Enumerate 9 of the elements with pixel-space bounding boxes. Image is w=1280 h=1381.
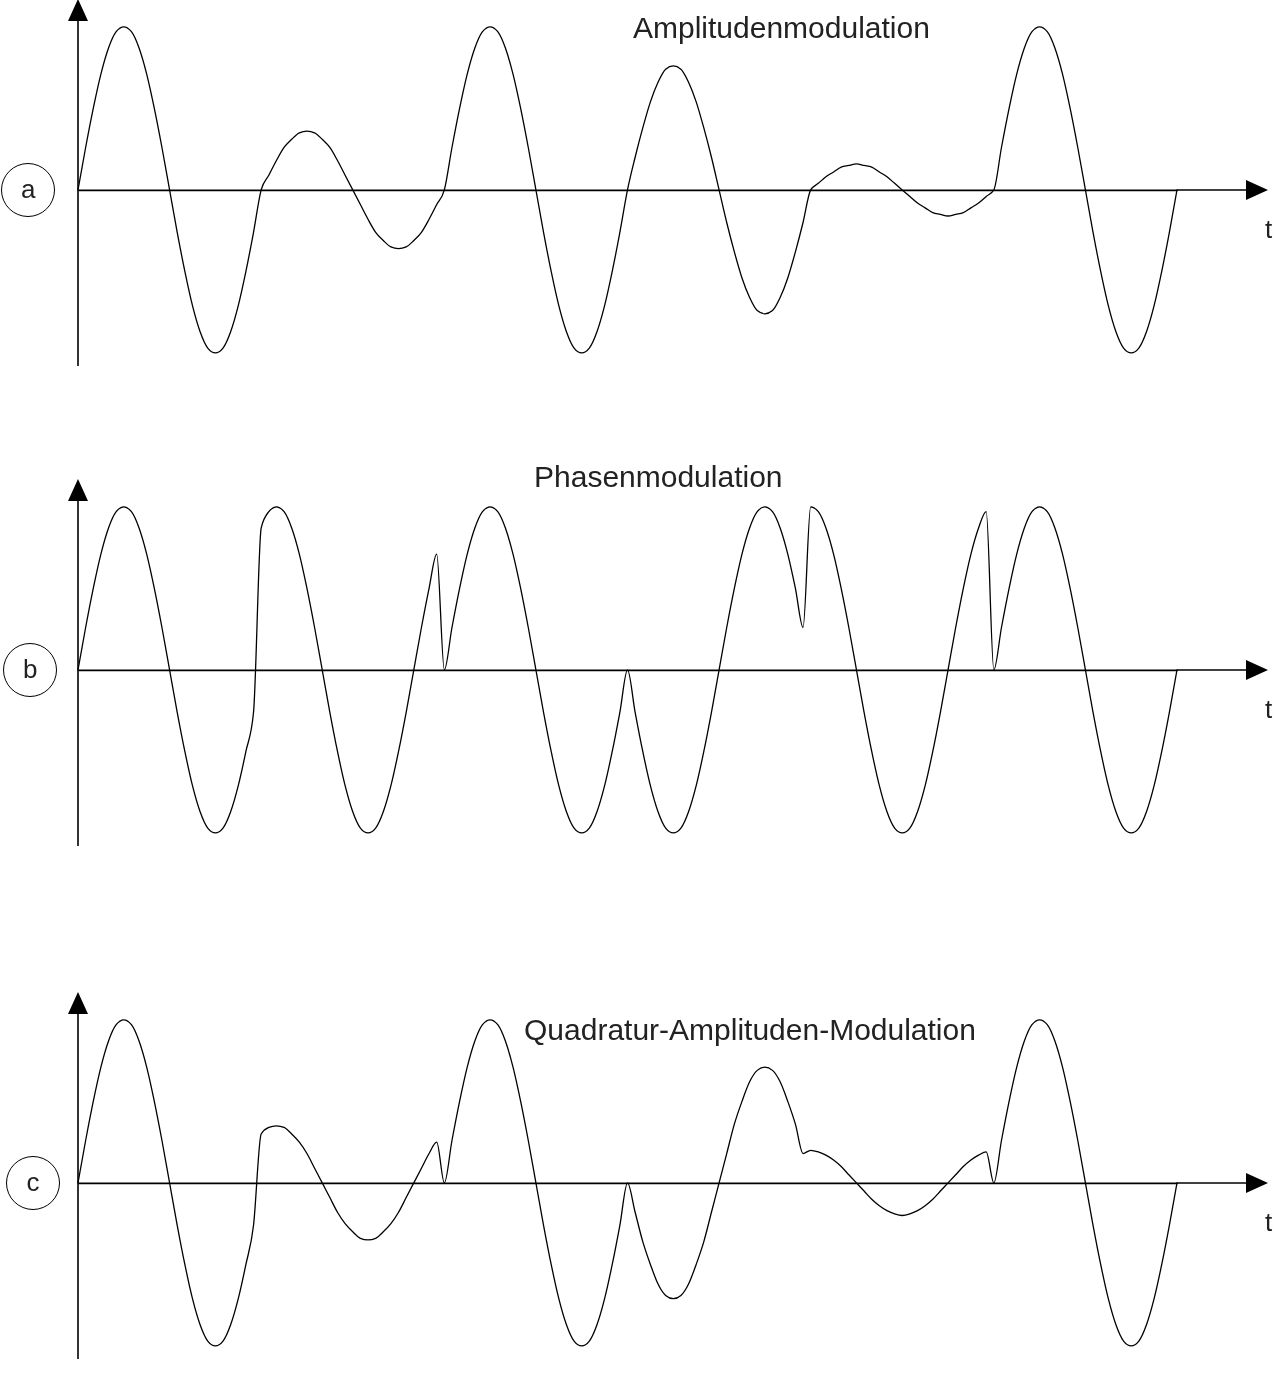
chart-title: Phasenmodulation [534,460,783,494]
chart-title: Amplitudenmodulation [633,11,930,45]
y-axis-title: a [21,173,36,204]
x-axis-title: t [1264,694,1273,725]
x-axis-title: t [1264,1207,1273,1238]
y-axis-title: c [26,1166,40,1197]
x-axis-title: t [1264,214,1273,245]
y-axis-title: b [23,653,38,684]
chart-title: Quadratur-Amplituden-Modulation [524,1013,976,1047]
